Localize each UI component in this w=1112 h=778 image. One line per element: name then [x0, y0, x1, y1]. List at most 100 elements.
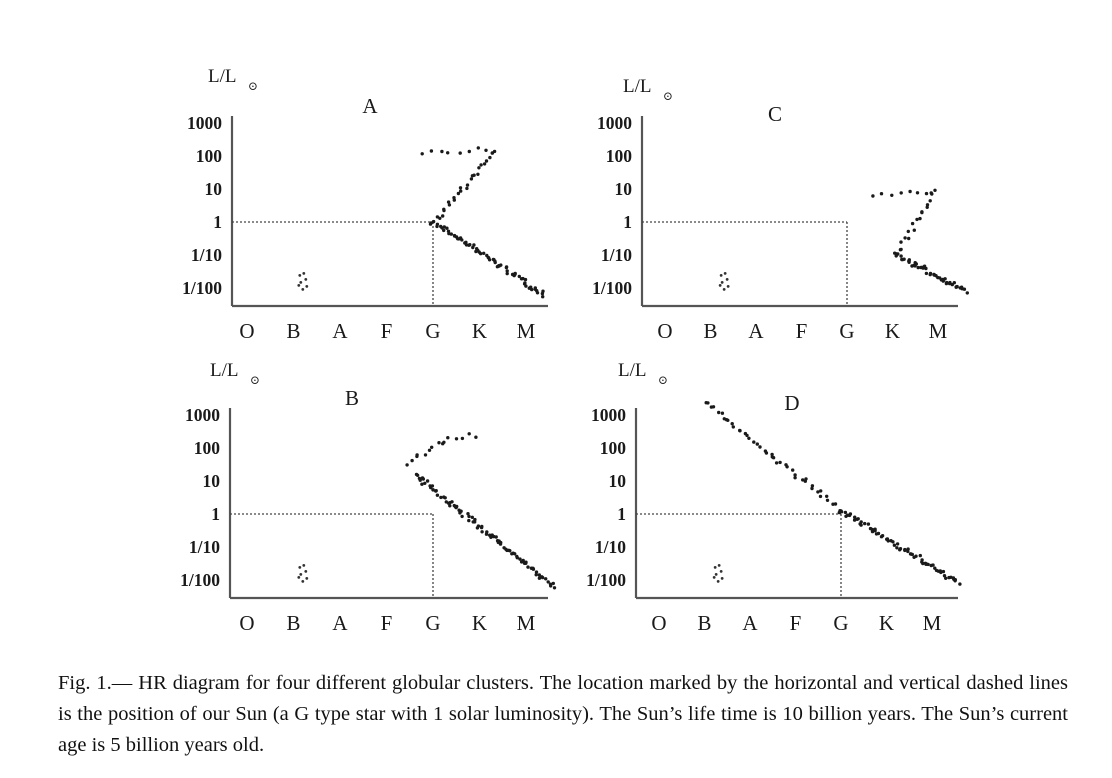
- star-point-main-sequence: [541, 289, 545, 293]
- star-point-main-sequence: [526, 565, 530, 569]
- x-tick-label: K: [472, 611, 487, 635]
- star-point-giant-branch: [446, 200, 451, 204]
- star-point-main-sequence: [513, 272, 517, 276]
- star-point-white-dwarf: [304, 570, 308, 573]
- star-point-upper-main-sequence: [803, 479, 807, 483]
- star-point-horizontal-branch: [890, 193, 894, 197]
- star-point-giant-branch: [438, 216, 442, 220]
- star-point-white-dwarf: [298, 566, 302, 569]
- y-tick-label: 10: [615, 179, 633, 199]
- star-point-white-dwarf: [298, 274, 302, 277]
- y-axis-label-sun-symbol: ⊙: [663, 89, 673, 103]
- star-point-giant-branch: [925, 203, 930, 207]
- y-tick-label: 10: [205, 179, 223, 199]
- star-point-lower-main-sequence: [903, 548, 907, 553]
- star-point-main-sequence: [421, 477, 425, 481]
- star-point-white-dwarf: [297, 284, 301, 287]
- star-point-main-sequence: [552, 586, 557, 590]
- x-tick-label: B: [286, 611, 300, 635]
- star-point-upper-main-sequence: [793, 476, 797, 480]
- star-point-main-sequence: [482, 251, 486, 255]
- star-point-main-sequence: [549, 584, 553, 588]
- star-point-main-sequence: [418, 478, 422, 482]
- star-point-main-sequence: [475, 526, 480, 530]
- star-point-upper-main-sequence: [831, 502, 835, 506]
- star-point-horizontal-branch: [899, 191, 903, 195]
- star-point-upper-main-sequence: [706, 401, 710, 405]
- y-tick-label: 1/10: [595, 537, 626, 557]
- star-point-main-sequence: [505, 271, 509, 276]
- star-point-main-sequence: [534, 573, 538, 577]
- star-point-main-sequence: [546, 580, 550, 584]
- star-point-giant-branch: [912, 228, 916, 232]
- star-point-white-dwarf: [723, 272, 727, 275]
- y-tick-label: 1/100: [180, 570, 220, 590]
- star-point-main-sequence: [435, 224, 439, 229]
- x-tick-label: M: [929, 319, 948, 343]
- star-point-upper-main-sequence: [717, 410, 721, 415]
- x-tick-label: O: [239, 611, 254, 635]
- star-point-main-sequence: [479, 252, 483, 256]
- star-point-lower-main-sequence: [892, 543, 897, 547]
- star-point-horizontal-branch: [484, 148, 488, 152]
- star-point-main-sequence: [524, 561, 528, 565]
- y-axis-label: L/L: [208, 66, 237, 87]
- star-point-upper-main-sequence: [764, 451, 769, 455]
- star-point-lower-main-sequence: [908, 552, 913, 556]
- star-point-main-sequence: [534, 570, 539, 574]
- star-point-main-sequence: [515, 554, 519, 559]
- star-point-horizontal-branch: [446, 436, 450, 440]
- star-point-main-sequence: [423, 481, 427, 485]
- star-point-lower-main-sequence: [934, 568, 939, 573]
- star-point-upper-main-sequence: [833, 502, 838, 506]
- star-point-giant-branch: [906, 229, 910, 234]
- star-point-upper-main-sequence: [755, 442, 759, 446]
- star-point-lower-main-sequence: [942, 574, 947, 578]
- star-point-horizontal-branch: [429, 149, 434, 153]
- star-point-white-dwarf: [297, 576, 301, 579]
- star-point-horizontal-branch: [879, 192, 884, 196]
- y-tick-label: 1000: [187, 113, 222, 133]
- star-point-upper-main-sequence: [747, 436, 751, 440]
- star-point-horizontal-branch: [474, 435, 478, 439]
- x-tick-label: F: [381, 319, 393, 343]
- star-point-main-sequence: [466, 512, 470, 516]
- star-point-giant-branch: [415, 453, 419, 457]
- star-point-main-sequence: [439, 495, 443, 500]
- y-tick-label: 1: [211, 504, 220, 524]
- y-tick-label: 1000: [597, 113, 632, 133]
- star-point-main-sequence: [914, 262, 918, 266]
- star-point-main-sequence: [952, 281, 956, 285]
- star-point-upper-main-sequence: [801, 478, 805, 482]
- star-point-horizontal-branch: [454, 437, 459, 441]
- star-point-giant-branch: [477, 166, 481, 170]
- y-tick-label: 100: [196, 146, 223, 166]
- star-point-main-sequence: [493, 260, 497, 265]
- y-tick-label: 1/10: [189, 537, 220, 557]
- star-point-lower-main-sequence: [885, 537, 890, 541]
- star-point-main-sequence: [962, 287, 967, 291]
- star-point-white-dwarf: [714, 573, 718, 576]
- star-point-lower-main-sequence: [906, 549, 910, 554]
- star-point-main-sequence: [948, 280, 952, 285]
- star-point-main-sequence: [445, 226, 449, 230]
- y-tick-label: 1/100: [182, 278, 222, 298]
- star-point-main-sequence: [415, 473, 420, 477]
- star-point-main-sequence: [519, 560, 524, 564]
- star-point-giant-branch: [441, 214, 445, 218]
- x-tick-label: M: [517, 319, 536, 343]
- star-point-main-sequence: [487, 258, 492, 262]
- star-point-lower-main-sequence: [921, 561, 925, 566]
- star-point-horizontal-branch: [492, 149, 497, 154]
- star-point-giant-branch: [910, 221, 915, 226]
- star-point-horizontal-branch: [458, 151, 462, 155]
- star-point-giant-branch: [918, 216, 922, 221]
- x-tick-label: A: [742, 611, 758, 635]
- star-point-main-sequence: [428, 484, 432, 488]
- star-point-lower-main-sequence: [843, 510, 848, 515]
- x-tick-label: M: [923, 611, 942, 635]
- star-point-lower-main-sequence: [944, 576, 948, 580]
- y-axis-label-sun-symbol: ⊙: [248, 79, 258, 93]
- star-point-main-sequence: [470, 515, 474, 519]
- x-tick-label: A: [748, 319, 764, 343]
